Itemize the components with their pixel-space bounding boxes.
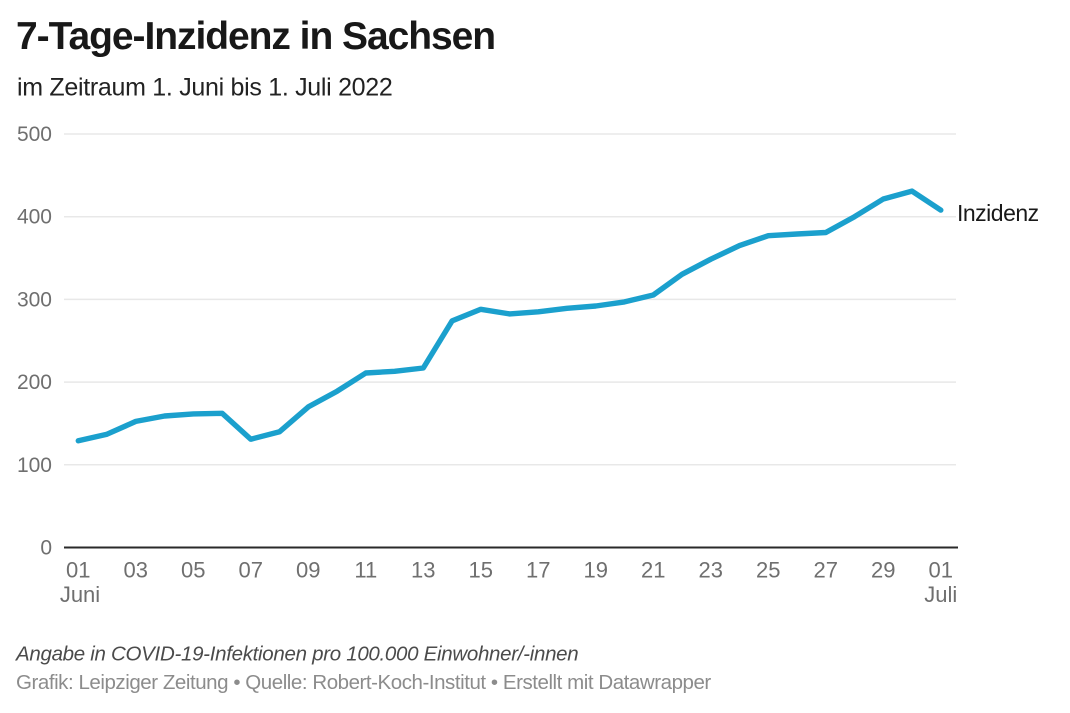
svg-text:03: 03 xyxy=(124,558,148,583)
svg-text:300: 300 xyxy=(17,288,52,311)
svg-text:17: 17 xyxy=(526,558,550,583)
svg-text:19: 19 xyxy=(584,558,608,583)
svg-text:27: 27 xyxy=(814,558,838,583)
svg-text:11: 11 xyxy=(354,558,377,583)
svg-text:09: 09 xyxy=(296,558,320,583)
svg-text:Angabe in COVID-19-Infektionen: Angabe in COVID-19-Infektionen pro 100.0… xyxy=(14,643,578,666)
svg-text:400: 400 xyxy=(17,206,52,229)
svg-text:500: 500 xyxy=(17,123,52,146)
svg-text:0: 0 xyxy=(40,537,52,560)
svg-text:05: 05 xyxy=(181,558,205,583)
svg-text:01: 01 xyxy=(66,558,90,583)
svg-text:Inzidenz: Inzidenz xyxy=(957,200,1039,226)
svg-text:7-Tage-Inzidenz in Sachsen: 7-Tage-Inzidenz in Sachsen xyxy=(16,15,495,58)
svg-text:13: 13 xyxy=(411,558,435,583)
svg-text:15: 15 xyxy=(469,558,493,583)
svg-text:29: 29 xyxy=(871,558,895,583)
svg-text:23: 23 xyxy=(699,558,723,583)
svg-text:25: 25 xyxy=(756,558,780,583)
svg-text:07: 07 xyxy=(239,558,263,583)
svg-text:01: 01 xyxy=(929,558,953,583)
svg-text:Grafik: Leipziger Zeitung • Qu: Grafik: Leipziger Zeitung • Quelle: Robe… xyxy=(16,671,711,694)
svg-text:200: 200 xyxy=(17,371,52,394)
svg-text:21: 21 xyxy=(641,558,665,583)
svg-text:100: 100 xyxy=(17,454,52,477)
svg-text:Juni: Juni xyxy=(60,582,100,607)
svg-text:im Zeitraum 1. Juni bis 1. Jul: im Zeitraum 1. Juni bis 1. Juli 2022 xyxy=(17,73,392,101)
svg-text:Juli: Juli xyxy=(924,582,957,607)
